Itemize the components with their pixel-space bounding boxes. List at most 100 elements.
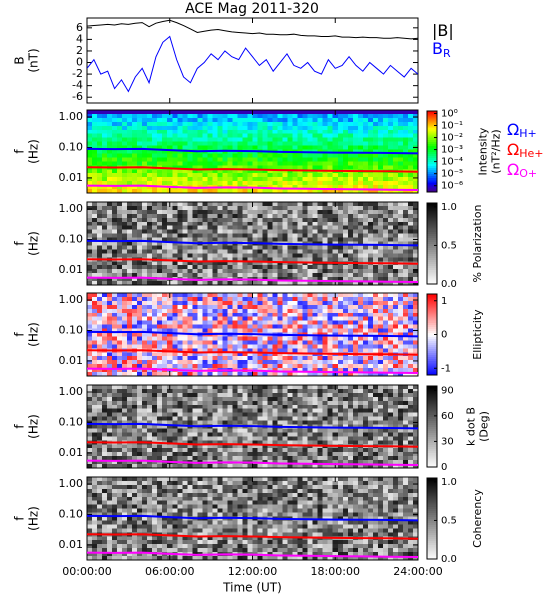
spectrogram-cell: [247, 356, 253, 361]
spectrogram-cell: [97, 149, 103, 154]
spectrogram-cell: [377, 293, 384, 298]
spectrogram-cell: [102, 153, 108, 158]
spectrogram-cell: [392, 209, 399, 215]
spectrogram-cell: [192, 265, 198, 270]
spectrogram-cell: [372, 110, 379, 115]
spectrogram-cell: [397, 281, 404, 286]
spectrogram-cell: [157, 320, 163, 325]
spectrogram-cell: [262, 352, 268, 357]
spectrogram-cell: [267, 173, 273, 178]
spectrogram-cell: [267, 356, 273, 361]
spectrogram-cell: [92, 110, 98, 115]
spectrogram-cell: [352, 213, 359, 219]
spectrogram-cell: [302, 364, 308, 369]
spectrogram-cell: [312, 137, 318, 142]
spectrogram-cell: [317, 202, 324, 207]
spectrogram-cell: [192, 237, 198, 242]
spectrogram-cell: [292, 225, 298, 230]
spectrogram-cell: [397, 245, 404, 250]
spectrogram-cell: [267, 249, 273, 254]
spectrogram-cell: [117, 173, 123, 178]
spectrogram-cell: [92, 312, 98, 318]
spectrogram-cell: [187, 117, 193, 123]
spectrogram-cell: [222, 110, 228, 115]
spectrogram-cell: [87, 265, 93, 270]
spectrogram-cell: [152, 352, 158, 357]
spectrogram-cell: [372, 205, 379, 211]
spectrogram-cell: [277, 181, 283, 186]
spectrogram-cell: [97, 177, 103, 182]
spectrogram-cell: [297, 400, 303, 406]
spectrogram-cell: [322, 121, 329, 127]
spectrogram-cell: [257, 404, 263, 410]
spectrogram-cell: [217, 336, 223, 341]
spectrogram-cell: [397, 277, 404, 282]
spectrogram-cell: [237, 157, 243, 162]
spectrogram-cell: [317, 400, 324, 406]
spectrogram-cell: [347, 245, 354, 250]
spectrogram-cell: [157, 133, 163, 138]
spectrogram-cell: [132, 113, 138, 119]
spectrogram-cell: [252, 121, 258, 127]
spectrogram-cell: [127, 400, 133, 406]
spectrogram-cell: [287, 392, 293, 398]
spectrogram-cell: [402, 396, 409, 402]
spectrogram-cell: [222, 320, 228, 325]
spectrogram-cell: [302, 392, 308, 398]
spectrogram-cell: [362, 133, 369, 138]
spectrogram-cell: [337, 257, 344, 262]
spectrogram-cell: [307, 125, 313, 131]
spectrogram-cell: [382, 233, 389, 238]
spectrogram-cell: [192, 229, 198, 234]
spectrogram-cell: [242, 336, 248, 341]
spectrogram-cell: [87, 340, 93, 345]
spectrogram-cell: [137, 245, 143, 250]
spectrogram-cell: [137, 273, 143, 278]
y-tick-label: 1.00: [59, 293, 84, 306]
spectrogram-cell: [347, 388, 354, 394]
spectrogram-cell: [232, 117, 238, 123]
spectrogram-cell: [362, 273, 369, 278]
spectrogram-cell: [387, 372, 394, 377]
spectrogram-cell: [167, 113, 173, 119]
spectrogram-cell: [352, 412, 359, 417]
spectrogram-cell: [87, 300, 93, 306]
spectrogram-cell: [367, 328, 374, 333]
spectrogram-cell: [122, 324, 128, 329]
y-axis-label: (Hz): [27, 231, 41, 256]
spectrogram-cell: [407, 225, 414, 230]
spectrogram-cell: [397, 145, 404, 150]
spectrogram-cell: [332, 237, 339, 242]
spectrogram-cell: [272, 237, 278, 242]
spectrogram-cell: [87, 269, 93, 274]
spectrogram-cell: [267, 400, 273, 406]
spectrogram-cell: [397, 117, 404, 123]
spectrogram-cell: [317, 392, 324, 398]
spectrogram-cell: [247, 336, 253, 341]
spectrogram-cell: [147, 300, 153, 306]
spectrogram-cell: [367, 300, 374, 306]
spectrogram-cell: [87, 253, 93, 258]
spectrogram-cell: [182, 273, 188, 278]
spectrogram-cell: [147, 273, 153, 278]
spectrogram-cell: [247, 117, 253, 123]
spectrogram-cell: [377, 253, 384, 258]
spectrogram-cell: [117, 261, 123, 266]
data-line: [87, 184, 418, 192]
spectrogram-cell: [267, 125, 273, 131]
spectrogram-cell: [147, 221, 153, 227]
spectrogram-cell: [122, 404, 128, 410]
spectrogram-cell: [122, 245, 128, 250]
spectrogram-cell: [192, 320, 198, 325]
spectrogram-cell: [337, 388, 344, 394]
spectrogram-cell: [372, 281, 379, 286]
spectrogram-cell: [122, 332, 128, 337]
spectrogram-cell: [197, 237, 203, 242]
spectrogram-cell: [112, 177, 118, 182]
spectrogram-cell: [362, 209, 369, 215]
spectrogram-cell: [352, 408, 359, 413]
spectrogram-cell: [327, 348, 334, 353]
spectrogram-cell: [342, 129, 349, 135]
colorbar-tick-label: 10⁻¹: [441, 120, 463, 131]
spectrogram-cell: [197, 257, 203, 262]
